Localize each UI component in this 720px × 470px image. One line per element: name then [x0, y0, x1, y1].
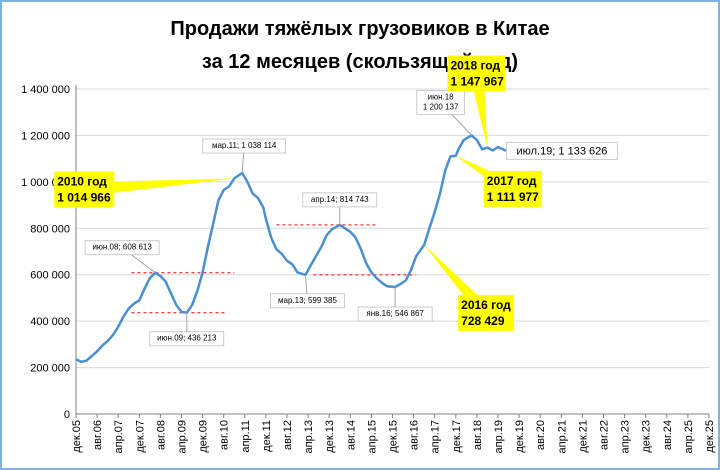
- x-tick-label: авг.14: [345, 420, 357, 450]
- grid: [76, 88, 709, 369]
- data-label-box: [202, 138, 286, 154]
- x-tick-label: дек.05: [71, 420, 83, 453]
- callout-label-line: 728 429: [461, 314, 505, 328]
- x-tick-label: дек.17: [451, 420, 463, 453]
- callout-label-line: 2017 год: [487, 174, 537, 188]
- callout-label-line: 1 111 977: [487, 190, 539, 204]
- callout-box: [447, 55, 506, 92]
- data-label-box: [84, 240, 160, 256]
- data-label: июн.08; 608 613: [92, 243, 152, 252]
- series-line-group: [75, 134, 507, 364]
- x-tick-label: апр.25: [683, 420, 695, 453]
- data-label-box: [416, 89, 465, 115]
- callout-label-line: 2010 год: [57, 174, 107, 188]
- data-labels: мар.11; 1 038 114 июн.08; 608 613 июн.09; …: [84, 89, 618, 347]
- data-label: июл.19; 1 133 626: [516, 145, 607, 157]
- reference-lines: [131, 224, 417, 314]
- callout-label-line: 2016 год: [461, 298, 511, 312]
- series-line: [75, 134, 507, 364]
- data-label: янв.16; 546 867: [366, 309, 424, 318]
- y-tick-label: 600 000: [30, 270, 70, 282]
- x-tick-label: дек.11: [261, 420, 273, 452]
- x-tick-label: апр.09: [177, 420, 189, 453]
- data-label-line: янв.16; 546 867: [366, 309, 424, 318]
- callout-label: 2016 год 728 429: [461, 298, 511, 328]
- x-tick-label: дек.15: [388, 420, 400, 453]
- data-label-line: апр.14; 814 743: [311, 195, 369, 204]
- x-tick-label: дек.23: [641, 420, 653, 453]
- y-tick-label: 200 000: [30, 363, 70, 375]
- callout-label: 2010 год 1 014 966: [57, 174, 111, 204]
- x-tick-label: авг.16: [409, 420, 421, 450]
- callouts: 2010 год 1 014 966 2016 год 728 429 2017 год…: [54, 55, 542, 331]
- callout-label-line: 1 014 966: [57, 190, 111, 204]
- y-tick-label: 400 000: [30, 316, 70, 328]
- x-tick-label: авг.18: [472, 420, 484, 450]
- data-label: июн.18 1 200 137: [423, 92, 459, 111]
- data-label-line: июн.08; 608 613: [92, 243, 152, 252]
- callout-label: 2017 год 1 111 977: [487, 174, 539, 204]
- data-label-line: июн.18: [428, 92, 455, 101]
- y-tick-label: 1 200 000: [21, 130, 70, 142]
- x-tick-label: дек.13: [324, 420, 336, 453]
- data-label-line: июл.19; 1 133 626: [516, 145, 607, 157]
- callout-label: 2018 год 1 147 967: [450, 59, 504, 89]
- data-label-box: [506, 141, 618, 160]
- x-tick-label: апр.07: [113, 420, 125, 453]
- x-tick-label: авг.10: [219, 420, 231, 450]
- x-tick-label: дек.07: [134, 420, 146, 453]
- callout-box: [54, 171, 115, 208]
- x-tick-label: авг.06: [92, 420, 104, 450]
- y-tick-label: 800 000: [30, 223, 70, 235]
- x-tick-label: апр.21: [556, 420, 568, 453]
- callout-box: [458, 294, 515, 331]
- data-label: апр.14; 814 743: [311, 195, 369, 204]
- x-tick-label: апр.23: [620, 420, 632, 453]
- x-tick-label: апр.13: [303, 420, 315, 453]
- data-label-box: [302, 192, 378, 208]
- callout-pointer: [83, 178, 235, 197]
- data-label-box: [149, 331, 225, 347]
- x-tick-label: дек.21: [577, 420, 589, 453]
- x-tick-label: дек.19: [514, 420, 526, 453]
- data-label-box: [270, 293, 345, 309]
- x-tick-label: авг.24: [662, 420, 674, 450]
- x-tick-label: дек.25: [704, 420, 716, 453]
- x-tick-label: авг.20: [535, 420, 547, 450]
- x-tick-label: апр.19: [493, 420, 505, 453]
- x-tick-label: дек.09: [198, 420, 210, 453]
- x-tick-label: авг.12: [282, 420, 294, 450]
- callout-label-line: 1 147 967: [450, 75, 504, 89]
- data-label-line: 1 200 137: [423, 102, 459, 111]
- data-label-line: июн.09; 436 213: [157, 334, 217, 343]
- chart-title-line-1: Продажи тяжёлых грузовиков в Китае: [170, 18, 549, 40]
- y-tick-label: 0: [64, 409, 70, 421]
- x-tick-label: апр.15: [366, 420, 378, 453]
- x-tick-label: авг.22: [599, 420, 611, 450]
- callout-box: [483, 170, 542, 207]
- data-label: мар.13; 599 385: [278, 296, 337, 305]
- data-label: мар.11; 1 038 114: [212, 141, 277, 150]
- data-label-line: мар.11; 1 038 114: [212, 141, 277, 150]
- x-tick-label: апр.17: [430, 420, 442, 453]
- data-label-line: мар.13; 599 385: [278, 296, 337, 305]
- data-label-box: [357, 306, 433, 322]
- chart-title-line-2: за 12 месяцев (скользящий год): [202, 51, 518, 73]
- data-label: июн.09; 436 213: [157, 334, 217, 343]
- x-tick-label: апр.11: [240, 420, 252, 453]
- y-tick-label: 1 400 000: [21, 84, 70, 96]
- x-tick-label: авг.08: [155, 420, 167, 450]
- callout-label-line: 2018 год: [450, 59, 500, 73]
